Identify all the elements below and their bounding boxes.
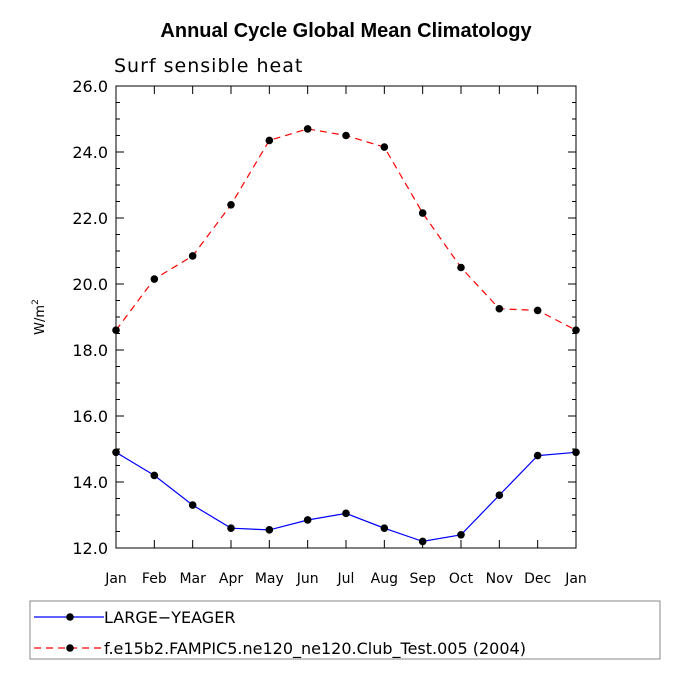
series-1 (112, 125, 580, 335)
data-point (227, 524, 235, 532)
data-point (342, 509, 350, 518)
legend-marker-fampic5 (66, 644, 74, 652)
x-tick-label: Nov (486, 571, 513, 587)
y-tick-label: 26.0 (72, 77, 108, 96)
y-axis-label: W/m2 (31, 299, 48, 335)
data-point (150, 471, 159, 480)
plot-frame (115, 85, 577, 549)
x-tick-label: May (255, 571, 284, 587)
y-tick-label: 20.0 (72, 275, 108, 294)
y-axis: 12.0 14.0 16.0 18.0 20.0 22.0 24.0 26.0 (72, 77, 576, 558)
data-point (572, 448, 580, 457)
data-point (418, 209, 427, 217)
data-point (150, 275, 159, 283)
x-tick-label: Sep (409, 571, 436, 587)
data-point (495, 491, 504, 500)
legend-item-large-yeager: LARGE−YEAGER (34, 608, 235, 627)
data-point (112, 448, 120, 457)
data-point (572, 326, 580, 335)
data-point (227, 201, 235, 209)
y-tick-label: 24.0 (72, 143, 108, 162)
x-tick-label: Jun (296, 571, 319, 587)
legend-box (29, 600, 661, 660)
data-point (380, 524, 389, 532)
data-point (457, 263, 465, 272)
chart-title: Annual Cycle Global Mean Climatology (160, 20, 532, 42)
x-tick-label: Dec (524, 571, 551, 587)
legend-label-fampic5: f.e15b2.FAMPIC5.ne120_ne120.Club_Test.00… (104, 639, 526, 659)
data-point (112, 326, 120, 335)
data-point (303, 516, 312, 524)
y-tick-label: 12.0 (72, 539, 108, 558)
y-tick-label: 14.0 (72, 473, 108, 492)
legend-item-fampic5: f.e15b2.FAMPIC5.ne120_ne120.Club_Test.00… (34, 639, 526, 659)
legend-marker-large-yeager (66, 613, 74, 621)
y-axis-label-superscript: 2 (31, 299, 41, 305)
series-layer (112, 125, 580, 546)
data-point (457, 531, 465, 539)
chart-subtitle: Surf sensible heat (114, 55, 303, 77)
x-tick-label: Mar (179, 571, 206, 587)
x-tick-label: Apr (219, 571, 243, 587)
data-point (265, 136, 274, 145)
x-tick-label: Feb (142, 571, 167, 587)
data-point (495, 304, 504, 313)
data-point (303, 125, 312, 133)
y-tick-label: 18.0 (72, 341, 108, 360)
x-tick-label: Jul (337, 571, 355, 587)
y-tick-label: 16.0 (72, 407, 108, 426)
x-tick-label: Oct (449, 571, 474, 587)
x-tick-label: Aug (371, 571, 398, 587)
y-axis-label-text: W/m (33, 305, 48, 335)
data-point (188, 252, 197, 260)
data-point (533, 451, 542, 460)
x-axis: Jan Feb Mar Apr May Jun Jul Aug Sep Oct Nov Dec Jan (104, 86, 587, 587)
data-point (188, 501, 197, 509)
series-line (115, 451, 577, 543)
x-tick-label: Jan (564, 571, 587, 587)
series-line (115, 128, 577, 331)
data-point (342, 131, 350, 140)
x-tick-label: Jan (104, 571, 127, 587)
legend-label-large-yeager: LARGE−YEAGER (104, 608, 235, 627)
data-point (265, 526, 274, 534)
y-tick-label: 22.0 (72, 209, 108, 228)
series-0 (112, 448, 580, 546)
data-point (533, 306, 542, 315)
data-point (380, 143, 389, 151)
data-point (418, 537, 427, 546)
